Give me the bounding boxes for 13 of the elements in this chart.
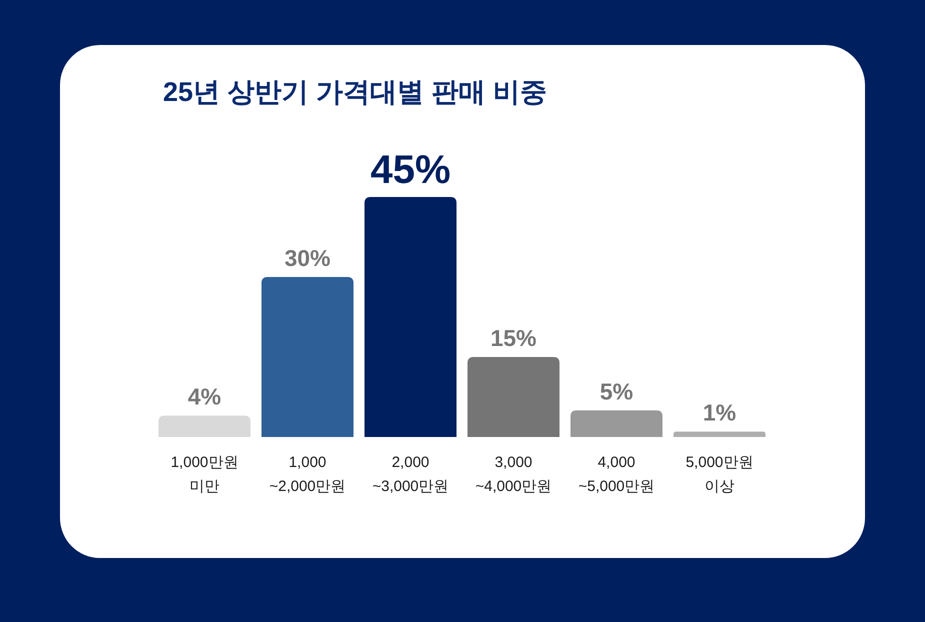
title: 25년 상반기 가격대별 판매 비중 [163, 77, 548, 107]
category-label: 3,000 ~4,000만원 [475, 454, 552, 495]
value-label: 4% [188, 384, 222, 410]
category-label: 1,000만원 미만 [170, 454, 238, 495]
value-label: 15% [490, 325, 537, 351]
category-label: 5,000만원 이상 [686, 454, 754, 495]
value-label: 1% [702, 400, 736, 426]
value-label: 5% [600, 378, 634, 404]
value-label: 45% [370, 148, 451, 192]
value-label: 30% [284, 245, 331, 271]
category-label: 4,000 ~5,000만원 [578, 454, 655, 495]
category-label: 2,000 ~3,000만원 [372, 454, 449, 495]
category-label: 1,000 ~2,000만원 [269, 454, 346, 495]
